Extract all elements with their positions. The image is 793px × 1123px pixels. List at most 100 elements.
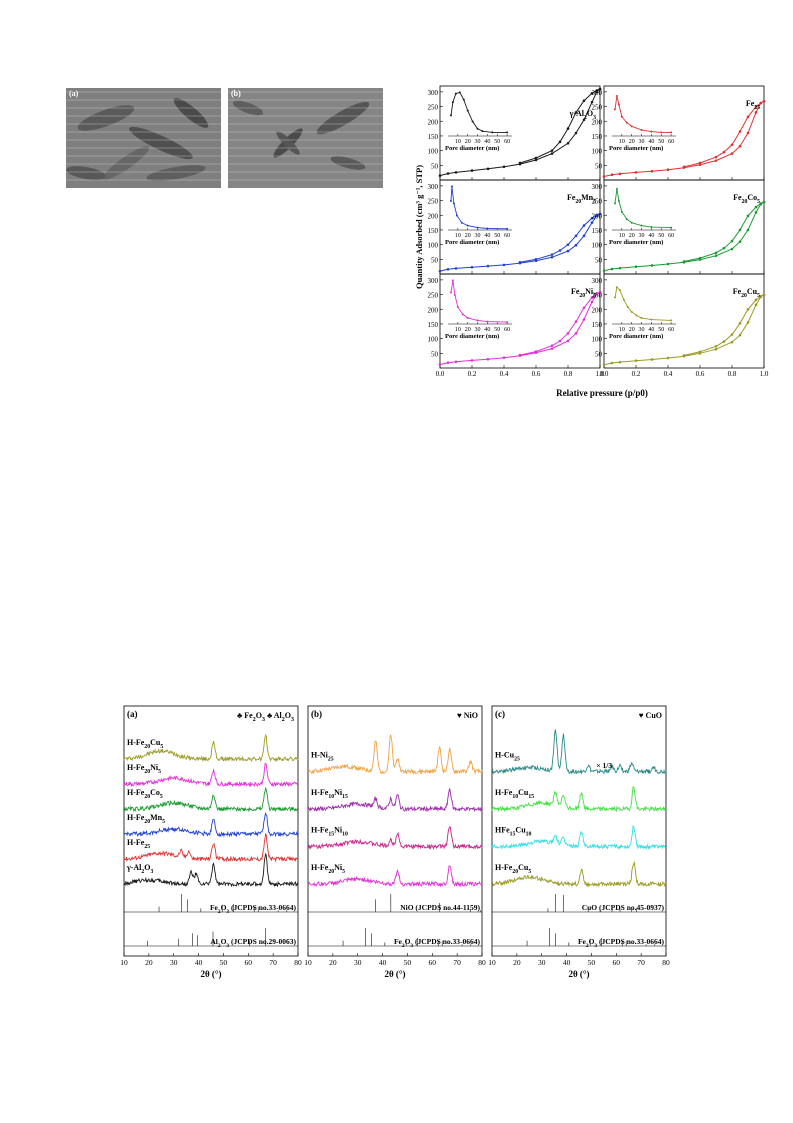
bet-adsorption-point: [746, 131, 750, 135]
bet-desorption-point: [582, 306, 586, 310]
bet-desorption-point: [722, 150, 726, 154]
xrd-series-label: H-Fe25: [127, 838, 150, 850]
bet-adsorption-point: [714, 254, 718, 258]
bet-ytick-label: 50: [431, 162, 439, 170]
bet-inset-xtick-label: 50: [658, 233, 664, 239]
bet-adsorption-point: [438, 174, 442, 177]
bet-inset-point: [476, 127, 479, 130]
bet-ytick-label: 50: [431, 256, 439, 264]
bet-xtick-label: 0.4: [664, 370, 673, 378]
bet-desorption-point: [746, 307, 750, 311]
xrd-xtick-label: 10: [488, 958, 496, 967]
bet-xtick-label: 1.0: [760, 370, 769, 378]
xrd-trace: [123, 762, 299, 788]
bet-inset-line: [614, 188, 672, 229]
bet-desorption-point: [590, 296, 594, 299]
bet-inset-xtick-label: 40: [648, 139, 654, 145]
bet-inset-xtick-label: 40: [484, 327, 490, 333]
bet-inset-xtick-label: 60: [668, 139, 674, 145]
bet-desorption-point: [754, 298, 758, 302]
bet-inset-xtick-label: 10: [455, 233, 461, 239]
bet-desorption-point: [550, 344, 554, 347]
bet-adsorption-point: [714, 159, 718, 162]
bet-inset-xtick-label: 50: [494, 233, 500, 239]
bet-panel-frame: [439, 273, 601, 369]
bet-inset-xtick-label: 40: [648, 327, 654, 333]
bet-inset-point: [630, 221, 633, 224]
xrd-legend: ♥ CuO: [639, 711, 662, 720]
bet-desorption-point: [730, 239, 734, 243]
xrd-trace: [123, 853, 299, 888]
bet-ytick-label: 250: [592, 292, 603, 300]
bet-adsorption-point: [590, 300, 594, 304]
bet-adsorption-point: [618, 172, 622, 176]
xrd-reference-label: Fe2O3 (JCPDS no.33-0664): [394, 937, 481, 949]
bet-adsorption-point: [610, 361, 614, 365]
bet-inset-point: [613, 108, 616, 111]
xrd-xtick-label: 80: [662, 958, 670, 967]
bet-ytick-label: 150: [428, 227, 439, 235]
bet-inset-point: [650, 318, 653, 321]
bet-inset-xtick-label: 50: [658, 327, 664, 333]
bet-inset-point: [650, 226, 653, 229]
bet-inset-point: [449, 291, 452, 294]
xrd-series-label: H-Fe20Co5: [127, 788, 163, 800]
bet-inset-point: [640, 224, 643, 227]
bet-inset-xtick-label: 20: [629, 327, 635, 333]
bet-inset-point: [640, 128, 643, 131]
xrd-series-label: H-Fe20Cu5: [495, 863, 531, 875]
xrd-panel-label: (b): [311, 709, 322, 719]
bet-adsorption-point: [610, 267, 614, 271]
bet-desorption-point: [754, 105, 758, 108]
bet-ytick-label: 100: [592, 148, 603, 156]
bet-inset-xtick-label: 60: [504, 139, 510, 145]
bet-ytick-label: 50: [431, 350, 439, 358]
bet-desorption-line: [519, 291, 601, 356]
tem-label-b: (b): [231, 89, 241, 98]
xrd-xtick-label: 60: [613, 958, 621, 967]
bet-sample-label: Fe20Mn5: [567, 193, 596, 205]
xrd-series-label: H-Fe20Cu5: [127, 738, 163, 750]
bet-ytick-label: 100: [428, 148, 439, 156]
bet-ytick-label: 200: [592, 212, 603, 220]
bet-inset-line: [614, 95, 672, 133]
bet-desorption-line: [683, 100, 765, 168]
bet-desorption-point: [682, 260, 686, 263]
bet-ytick-label: 50: [595, 256, 603, 264]
bet-adsorption-point: [574, 332, 578, 335]
bet-xtick-label: 0.0: [600, 370, 609, 378]
bet-inset-point: [617, 199, 620, 202]
bet-adsorption-point: [738, 240, 742, 243]
bet-inset-point: [456, 306, 459, 309]
xrd-trace: [491, 729, 667, 775]
xrd-series-label: γ-Al2O3: [126, 863, 154, 875]
xrd-trace: [491, 824, 667, 851]
xrd-series-label: H-Fe20Ni5: [127, 763, 161, 775]
bet-inset-xtick-label: 60: [668, 327, 674, 333]
bet-inset-point: [453, 293, 456, 296]
bet-ytick-label: 250: [592, 104, 603, 112]
bet-sample-label: Fe20Cu5: [733, 287, 760, 299]
bet-desorption-point: [566, 243, 570, 246]
bet-xtick-label: 0.8: [564, 370, 573, 378]
xrd-reference-label: Fe2O3 (JCPDS no.33-0664): [210, 903, 297, 915]
bet-inset-point: [455, 214, 458, 217]
bet-ytick-label: 200: [592, 306, 603, 314]
bet-ytick-label: 300: [592, 89, 603, 97]
bet-inset-xtick-label: 10: [619, 139, 625, 145]
bet-xtick-label: 0.6: [532, 370, 541, 378]
bet-inset-xlabel: Pore diameter (nm): [609, 145, 663, 152]
bet-desorption-point: [754, 205, 758, 209]
bet-inset-point: [451, 279, 454, 282]
bet-inset-point: [670, 131, 673, 134]
bet-adsorption-point: [634, 359, 638, 362]
xrd-panel-2: (c) ♥ CuO H-Cu25 H-Fe10Cu15 HFe15Cu10 H-Fe20C…: [488, 705, 670, 979]
xrd-xtick-label: 50: [588, 958, 596, 967]
bet-desorption-point: [762, 293, 766, 296]
bet-inset-point: [449, 114, 452, 117]
xrd-trace: [123, 733, 299, 762]
bet-inset-point: [460, 221, 463, 224]
bet-adsorption-point: [714, 347, 718, 351]
bet-inset-point: [622, 298, 625, 301]
bet-xtick-label: 0.2: [468, 370, 477, 378]
